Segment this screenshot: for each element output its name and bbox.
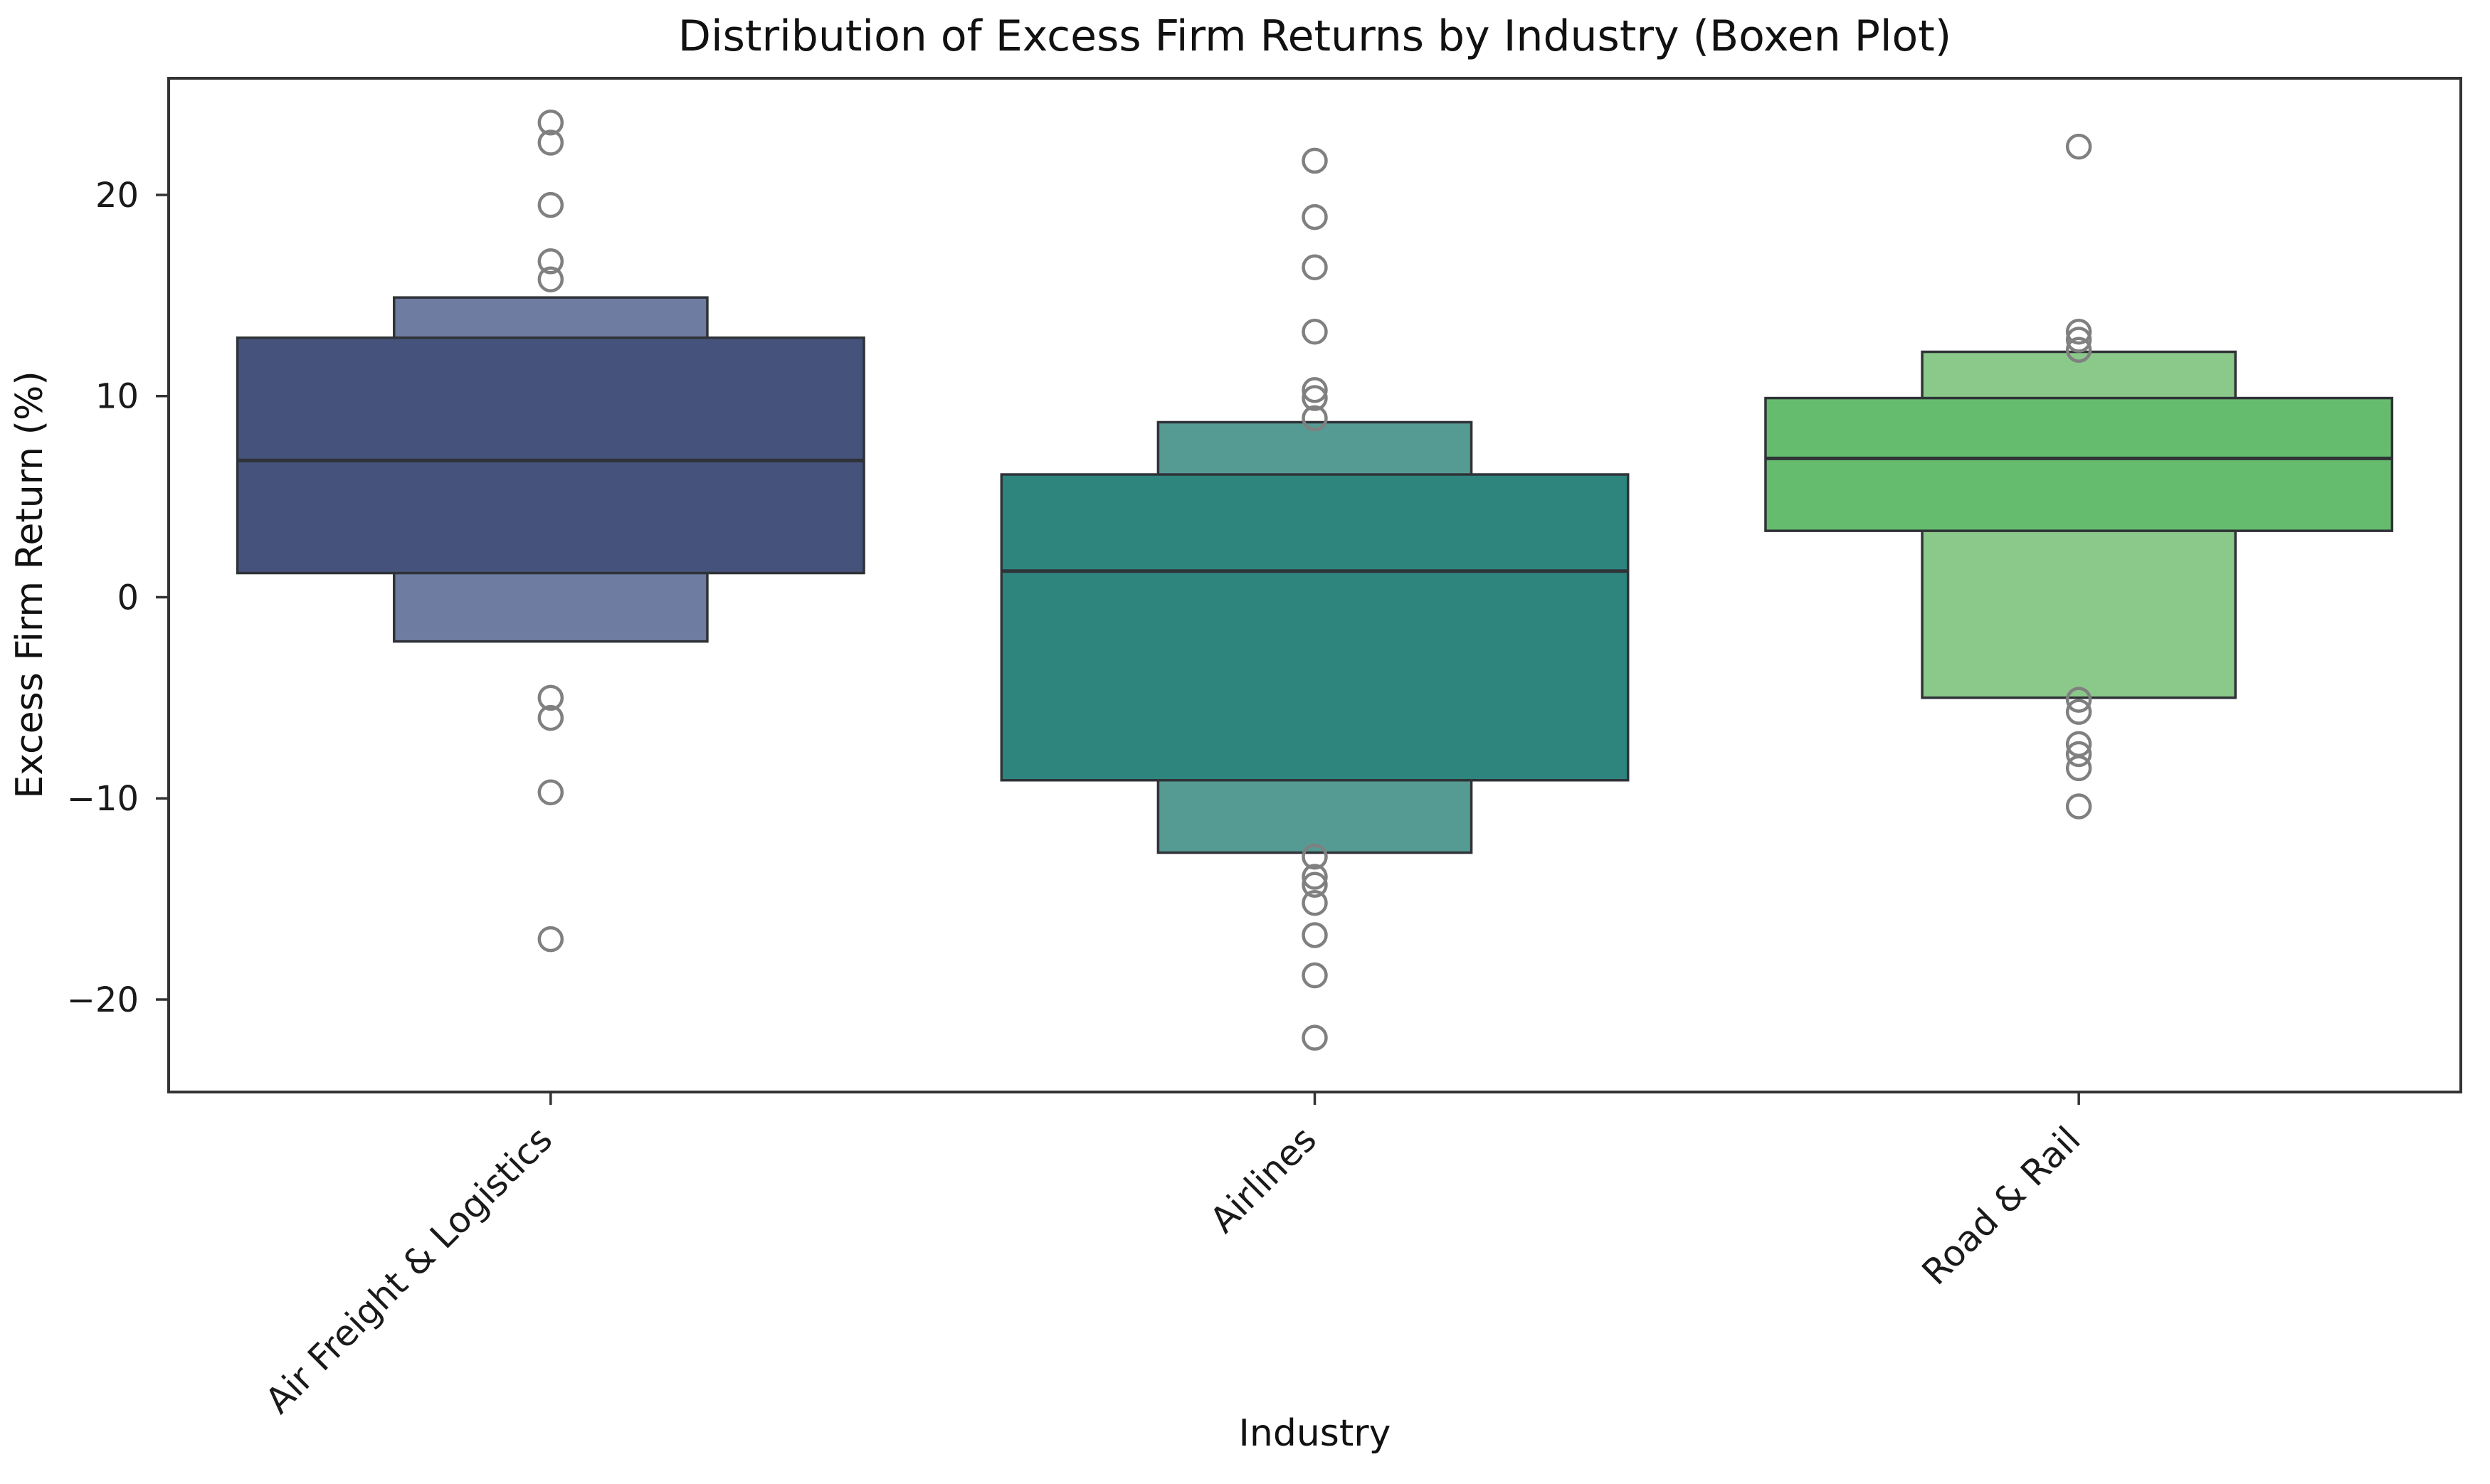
outlier-point — [2065, 336, 2092, 363]
x-tick-label: Air Freight & Logistics — [258, 1118, 561, 1421]
y-axis-label: Excess Firm Return (%) — [9, 371, 51, 799]
outlier-point — [1302, 871, 1328, 899]
outlier-point — [2065, 133, 2092, 160]
plot-border — [167, 77, 2462, 1093]
outlier-point — [537, 129, 564, 156]
y-tick-label: 0 — [117, 578, 139, 618]
outlier-point — [537, 704, 564, 731]
outlier-point — [537, 926, 564, 953]
x-tick-label: Airlines — [1202, 1118, 1324, 1241]
y-tick-label: 20 — [95, 176, 139, 216]
outlier-point — [2065, 319, 2092, 345]
outlier-point — [2065, 741, 2092, 768]
outlier-point — [1302, 1024, 1328, 1051]
outlier-point — [537, 191, 564, 218]
outlier-point — [2065, 793, 2092, 820]
outlier-point — [1302, 254, 1328, 281]
outlier-point — [2065, 327, 2092, 353]
outlier-point — [1302, 376, 1328, 403]
outlier-point — [1302, 843, 1328, 870]
y-tick-label: −20 — [67, 980, 139, 1020]
outlier-point — [1302, 922, 1328, 948]
outlier-point — [1302, 962, 1328, 989]
outlier-point — [537, 779, 564, 805]
chart-title: Distribution of Excess Firm Returns by I… — [677, 11, 1952, 61]
boxen-box-level-1 — [1000, 473, 1630, 782]
y-tick-label: 10 — [95, 377, 139, 417]
outlier-point — [537, 109, 564, 136]
outlier-point — [2065, 755, 2092, 782]
outlier-point — [1302, 405, 1328, 432]
outlier-point — [2065, 687, 2092, 713]
boxen-box-level-1 — [236, 336, 865, 575]
outlier-point — [2065, 699, 2092, 725]
x-axis-label: Industry — [1238, 1412, 1391, 1455]
outlier-point — [1302, 147, 1328, 174]
outlier-point — [1302, 889, 1328, 916]
outlier-point — [1302, 203, 1328, 230]
outlier-point — [1302, 319, 1328, 345]
outlier-point — [537, 248, 564, 275]
outlier-point — [1302, 385, 1328, 411]
boxen-box-level-1 — [1764, 396, 2394, 532]
y-tick-label: −10 — [67, 779, 139, 819]
x-tick-label: Road & Rail — [1914, 1118, 2089, 1293]
outlier-point — [537, 266, 564, 292]
outlier-point — [537, 684, 564, 711]
outlier-point — [1302, 864, 1328, 890]
